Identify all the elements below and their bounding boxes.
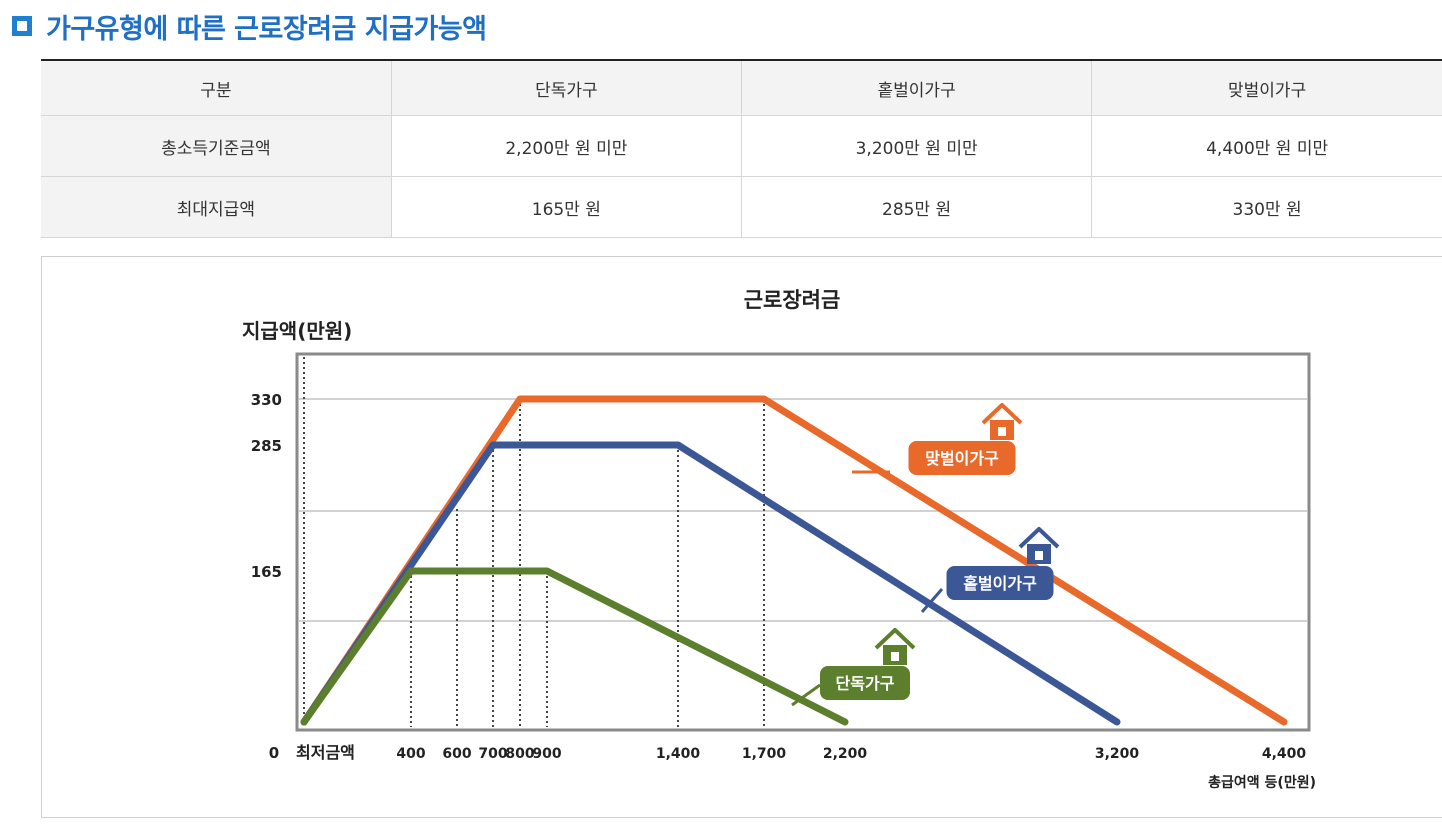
y-tick-label: 285 bbox=[251, 437, 282, 455]
x-tick-label: 700 bbox=[478, 746, 507, 762]
origin-label: 0 bbox=[269, 744, 279, 762]
x-tick-label: 800 bbox=[505, 746, 534, 762]
x-tick-label: 2,200 bbox=[823, 746, 868, 762]
legend-pointer-single-earner bbox=[920, 588, 944, 613]
x-tick-label: 1,700 bbox=[742, 746, 787, 762]
x-axis-label: 총급여액 등(만원) bbox=[1208, 774, 1316, 791]
house-icon-window bbox=[891, 652, 899, 661]
x-tick-label: 400 bbox=[396, 746, 425, 762]
x-tick-label: 600 bbox=[442, 746, 471, 762]
section-title: 가구유형에 따른 근로장려금 지급가능액 bbox=[46, 13, 487, 45]
benefit-table: 구분 단독가구 홑벌이가구 맞벌이가구 총소득기준금액 2,200만 원 미만 … bbox=[41, 59, 1442, 238]
legend-label-dual-earner: 맞벌이가구 bbox=[925, 449, 999, 468]
x-tick-label: 3,200 bbox=[1095, 746, 1140, 762]
table-cell: 2,200만 원 미만 bbox=[391, 115, 743, 177]
legend-label-single-earner: 홑벌이가구 bbox=[963, 574, 1037, 593]
y-tick-label: 330 bbox=[251, 391, 282, 409]
min-wage-label: 최저금액 bbox=[296, 743, 355, 762]
x-tick-label: 900 bbox=[532, 746, 561, 762]
chart-title: 근로장려금 bbox=[744, 288, 841, 312]
house-icon-window bbox=[998, 427, 1006, 436]
header-dual-earner: 맞벌이가구 bbox=[1091, 59, 1442, 116]
legend-badge-dual-earner bbox=[908, 441, 1016, 475]
house-icon bbox=[981, 403, 1023, 425]
series-line-single bbox=[300, 567, 849, 726]
house-icon bbox=[1018, 527, 1060, 549]
header-single: 단독가구 bbox=[391, 59, 743, 116]
legend-badge-single-earner bbox=[946, 566, 1054, 600]
legend-pointer-single bbox=[791, 683, 821, 707]
x-tick-label: 1,400 bbox=[656, 746, 701, 762]
header-category: 구분 bbox=[41, 59, 392, 116]
header-single-earner: 홑벌이가구 bbox=[741, 59, 1093, 116]
table-cell: 330만 원 bbox=[1091, 176, 1442, 238]
y-axis-label: 지급액(만원) bbox=[242, 319, 352, 343]
table-cell: 4,400만 원 미만 bbox=[1091, 115, 1442, 177]
table-row: 최대지급액 165만 원 285만 원 330만 원 bbox=[41, 176, 1442, 238]
table-cell: 285만 원 bbox=[741, 176, 1093, 238]
x-tick-label: 4,400 bbox=[1262, 746, 1307, 762]
house-icon-window bbox=[1035, 551, 1043, 560]
section-heading: 가구유형에 따른 근로장려금 지급가능액 bbox=[12, 6, 487, 46]
table-cell: 165만 원 bbox=[391, 176, 743, 238]
table-header-row: 구분 단독가구 홑벌이가구 맞벌이가구 bbox=[41, 59, 1442, 116]
row-label: 최대지급액 bbox=[41, 176, 392, 238]
table-row: 총소득기준금액 2,200만 원 미만 3,200만 원 미만 4,400만 원… bbox=[41, 115, 1442, 177]
house-icon bbox=[874, 628, 916, 650]
plot-frame bbox=[295, 352, 1311, 732]
y-tick-label: 165 bbox=[251, 563, 282, 581]
row-label: 총소득기준금액 bbox=[41, 115, 392, 177]
square-bullet-icon bbox=[12, 16, 32, 36]
legend-badge-single bbox=[820, 666, 910, 700]
legend-label-single: 단독가구 bbox=[836, 674, 895, 693]
table-cell: 3,200만 원 미만 bbox=[741, 115, 1093, 177]
